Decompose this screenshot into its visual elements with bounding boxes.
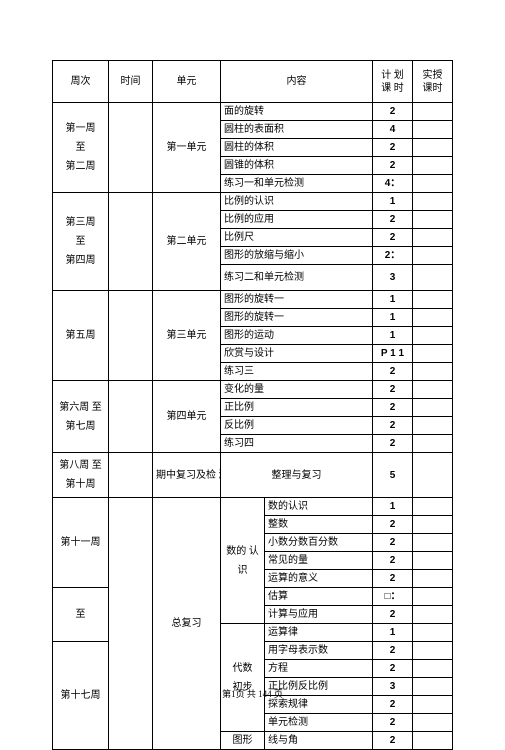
hdr-plan: 计 划课 时 [373,67,412,97]
hdr-content: 内容 [221,61,372,102]
plan-cell: 2 [373,381,412,398]
plan-cell: 3 [373,269,412,286]
plan-cell: 2： [373,247,412,264]
plan-cell: 2 [373,435,412,452]
plan-cell: 2 [373,714,412,731]
plan-cell: 1 [373,291,412,308]
content-cell: 常见的量 [265,552,372,569]
content-cell: 运算的意义 [265,570,372,587]
plan-cell: P 1 1 [373,345,412,362]
content-cell: 正比例 [221,399,372,416]
week-cell: 第三周至第四周 [53,210,108,273]
plan-cell: 4： [373,175,412,192]
plan-cell: 1 [373,624,412,641]
content-cell: 圆柱的体积 [221,139,372,156]
content-cell: 图形的放缩与缩小 [221,247,372,264]
header-row: 周次 时间 单元 内容 计 划课 时 实授课时 [53,61,453,103]
plan-cell: 2 [373,570,412,587]
plan-cell: 1 [373,309,412,326]
content-cell: 欣赏与设计 [221,345,372,362]
plan-cell: 2 [373,211,412,228]
unit-cell: 第二单元 [153,233,220,250]
hdr-unit: 单元 [153,61,220,102]
plan-cell: 2 [373,516,412,533]
hdr-actual: 实授课时 [413,67,452,97]
plan-cell: 1 [373,327,412,344]
plan-cell: 2 [373,229,412,246]
plan-cell: 2 [373,417,412,434]
plan-cell: □： [373,588,412,605]
plan-cell: 2 [373,534,412,551]
content-cell: 图形的运动 [221,327,372,344]
schedule-table: 周次 时间 单元 内容 计 划课 时 实授课时 第一周至第二周第一单元面的旋转2… [52,60,453,750]
plan-cell: 2 [373,139,412,156]
unit-cell: 期中复习及检 测 [153,455,220,496]
table-row: 第十一周总复习数的 认识数的认识1 [53,498,453,516]
week-cell: 第一周至第二周 [53,116,108,179]
content-cell: 面的旋转 [221,103,372,120]
plan-cell: 2 [373,660,412,677]
subgroup-cell: 图形 [221,732,264,749]
table-row: 第六周 至第七周第四单元变化的量2 [53,381,453,399]
content-cell: 圆锥的体积 [221,157,372,174]
unit-cell: 第一单元 [153,139,220,156]
content-cell: 估算 [265,588,372,605]
subgroup-cell: 数的 认识 [221,543,264,579]
content-cell: 图形的旋转一 [221,309,372,326]
plan-cell: 2 [373,732,412,749]
unit-cell: 第四单元 [153,408,220,425]
plan-cell: 2 [373,363,412,380]
week-cell: 第十一周 [53,530,108,555]
table-row: 第三周至第四周第二单元比例的认识1 [53,193,453,211]
plan-cell: 2 [373,103,412,120]
plan-cell: 2 [373,399,412,416]
table-row: 第五周第三单元图形的旋转一1 [53,291,453,309]
content-cell: 图形的旋转一 [221,291,372,308]
week-cell: 第六周 至第七周 [53,395,108,439]
content-cell: 运算律 [265,624,372,641]
content-cell: 比例尺 [221,229,372,246]
content-cell: 线与角 [265,732,372,749]
table-row: 第一周至第二周第一单元面的旋转2 [53,103,453,121]
content-cell: 整理与复习 [221,455,372,496]
hdr-time: 时间 [109,61,152,102]
plan-cell: 2 [373,157,412,174]
week-cell: 第八周 至第十周 [53,453,108,497]
plan-cell: 5 [373,467,412,484]
content-cell: 单元检测 [265,714,372,731]
content-cell: 比例的应用 [221,211,372,228]
unit-cell: 总复习 [153,615,220,632]
unit-cell: 第三单元 [153,327,220,344]
plan-cell: 4 [373,121,412,138]
week-cell: 至 [53,606,108,623]
content-cell: 用字母表示数 [265,642,372,659]
content-cell: 整数 [265,516,372,533]
plan-cell: 2 [373,552,412,569]
hdr-week: 周次 [53,61,108,102]
plan-cell: 2 [373,642,412,659]
content-cell: 小数分数百分数 [265,534,372,551]
mid-row: 第八周 至第十周 期中复习及检 测 整理与复习 5 [53,453,453,498]
content-cell: 方程 [265,660,372,677]
week-cell: 第五周 [53,323,108,348]
plan-cell: 2 [373,606,412,623]
content-cell: 练习四 [221,435,372,452]
content-cell: 反比例 [221,417,372,434]
content-cell: 圆柱的表面积 [221,121,372,138]
content-cell: 练习二和单元检测 [221,265,372,290]
content-cell: 变化的量 [221,381,372,398]
content-cell: 练习一和单元检测 [221,175,372,192]
plan-cell: 1 [373,498,412,515]
content-cell: 比例的认识 [221,193,372,210]
plan-cell: 1 [373,193,412,210]
content-cell: 练习三 [221,363,372,380]
content-cell: 数的认识 [265,498,372,515]
content-cell: 计算与应用 [265,606,372,623]
page-footer: 第1页 共 144 页 [0,687,505,700]
